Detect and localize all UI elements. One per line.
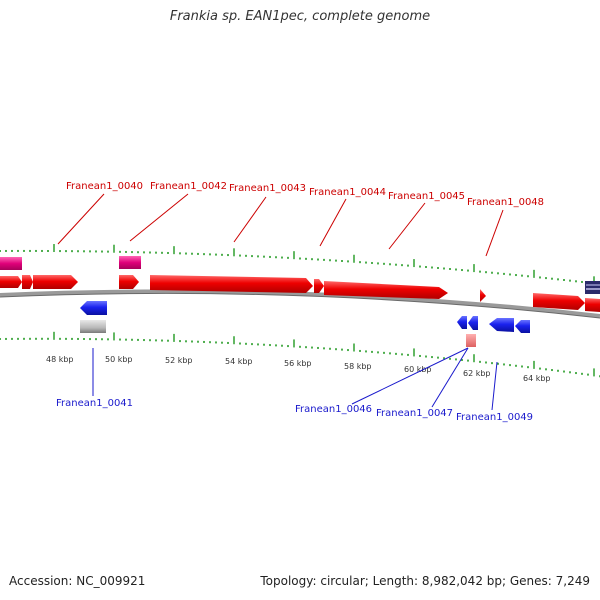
- scale-label: 50 kbp: [105, 355, 133, 364]
- genome-backbone: [0, 289, 600, 318]
- reverse-cds-feature[interactable]: [80, 301, 107, 315]
- feature-label[interactable]: Franean1_0040: [66, 181, 143, 192]
- feature-label[interactable]: Franean1_0043: [229, 183, 306, 194]
- genome-stats-label: Topology: circular; Length: 8,982,042 bp…: [260, 574, 590, 588]
- feature-label[interactable]: Franean1_0049: [456, 412, 533, 423]
- reverse-cds-feature[interactable]: [468, 316, 478, 330]
- forward-cds-feature[interactable]: [119, 275, 139, 289]
- scale-label: 54 kbp: [225, 357, 253, 366]
- scale-label: 64 kbp: [523, 374, 551, 383]
- forward-cds-feature[interactable]: [33, 275, 78, 289]
- scale-label: 60 kbp: [404, 365, 432, 374]
- scale-label: 48 kbp: [46, 355, 74, 364]
- reverse-cds-feature[interactable]: [457, 316, 467, 329]
- reverse-cds-feature[interactable]: [515, 320, 530, 333]
- scale-label: 62 kbp: [463, 369, 491, 378]
- scale-label: 58 kbp: [344, 362, 372, 371]
- accession-label: Accession: NC_009921: [9, 574, 146, 588]
- forward-rna-feature[interactable]: [119, 256, 141, 269]
- position-scale: 48 kbp 50 kbp 52 kbp 54 kbp 56 kbp 58 kb…: [46, 355, 551, 383]
- forward-rna-feature[interactable]: [0, 257, 22, 270]
- forward-cds-feature[interactable]: [0, 276, 22, 288]
- tick-row-top: [0, 244, 600, 285]
- tick-row-bottom: [0, 331, 600, 378]
- reverse-rna-feature[interactable]: [80, 320, 106, 333]
- feature-label[interactable]: Franean1_0048: [467, 197, 544, 208]
- forward-cds-feature[interactable]: [533, 293, 585, 310]
- forward-cds-feature[interactable]: [314, 279, 324, 293]
- forward-ncrna-feature[interactable]: [585, 281, 600, 294]
- feature-label[interactable]: Franean1_0046: [295, 404, 372, 415]
- scale-label: 56 kbp: [284, 359, 312, 368]
- reverse-cds-feature[interactable]: [489, 318, 514, 332]
- pseudogene-feature[interactable]: [466, 334, 476, 347]
- forward-cds-feature[interactable]: [150, 275, 313, 293]
- forward-cds-feature[interactable]: [585, 298, 600, 312]
- forward-cds-feature[interactable]: [22, 275, 33, 289]
- forward-cds-feature[interactable]: [480, 289, 486, 302]
- genome-title: Frankia sp. EAN1pec, complete genome: [169, 9, 431, 24]
- feature-label[interactable]: Franean1_0047: [376, 408, 453, 419]
- scale-label: 52 kbp: [165, 356, 193, 365]
- feature-label[interactable]: Franean1_0041: [56, 398, 133, 409]
- feature-label[interactable]: Franean1_0042: [150, 181, 227, 192]
- feature-label[interactable]: Franean1_0045: [388, 191, 465, 202]
- forward-cds-feature[interactable]: [324, 281, 448, 299]
- feature-label[interactable]: Franean1_0044: [309, 187, 386, 198]
